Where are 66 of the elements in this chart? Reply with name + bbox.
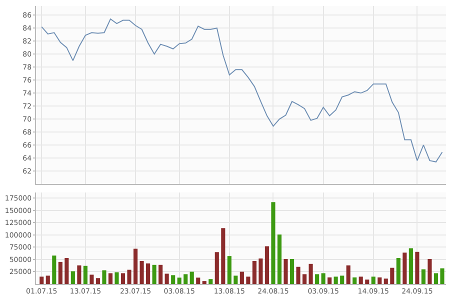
bar (415, 252, 420, 284)
bar (390, 268, 394, 284)
bar (208, 279, 213, 284)
bar (315, 274, 320, 284)
bar (296, 266, 300, 284)
bar (108, 273, 113, 284)
bar (133, 248, 138, 284)
bar (321, 273, 326, 284)
bar (202, 281, 206, 284)
line-series (41, 18, 443, 162)
bar (252, 260, 256, 284)
bar (334, 276, 338, 284)
bar (402, 252, 407, 284)
bar (140, 260, 144, 284)
bar (352, 277, 357, 284)
bar (120, 273, 126, 284)
bar (246, 276, 250, 284)
bar (102, 270, 106, 284)
bar (196, 278, 200, 284)
bar (90, 274, 94, 284)
bar (114, 272, 119, 284)
bar (58, 262, 62, 284)
bar (83, 266, 88, 284)
bar (384, 278, 388, 284)
bar (234, 276, 238, 284)
bar (52, 256, 56, 284)
bar (184, 274, 188, 284)
bar (40, 276, 44, 284)
bar (440, 268, 444, 284)
bar (271, 202, 276, 284)
bar (284, 258, 288, 284)
bar (127, 270, 132, 284)
bar (177, 278, 182, 284)
bar (264, 246, 270, 284)
bar (96, 278, 100, 284)
bar (277, 234, 282, 284)
bar (152, 264, 156, 284)
bar (408, 248, 413, 284)
bar (77, 265, 82, 284)
bar (328, 277, 332, 284)
bar (358, 276, 363, 284)
bar (308, 264, 313, 284)
bar (258, 258, 263, 284)
bar (290, 258, 294, 284)
bar (434, 273, 438, 284)
bar (428, 258, 432, 284)
bar (64, 258, 69, 284)
bar (302, 274, 307, 284)
bar (164, 274, 169, 284)
bar (146, 263, 150, 284)
bar (240, 272, 244, 284)
bar (158, 264, 163, 284)
bar (227, 256, 232, 284)
bar (70, 271, 75, 284)
bar (378, 277, 382, 284)
bar (46, 276, 50, 284)
bar (340, 276, 344, 284)
bar (365, 280, 370, 284)
bar (221, 228, 226, 284)
bar (190, 272, 194, 284)
bar (371, 276, 376, 284)
bar (214, 252, 219, 284)
bar (396, 258, 400, 284)
bar (171, 275, 176, 284)
bar (346, 265, 350, 284)
bar (421, 269, 426, 284)
